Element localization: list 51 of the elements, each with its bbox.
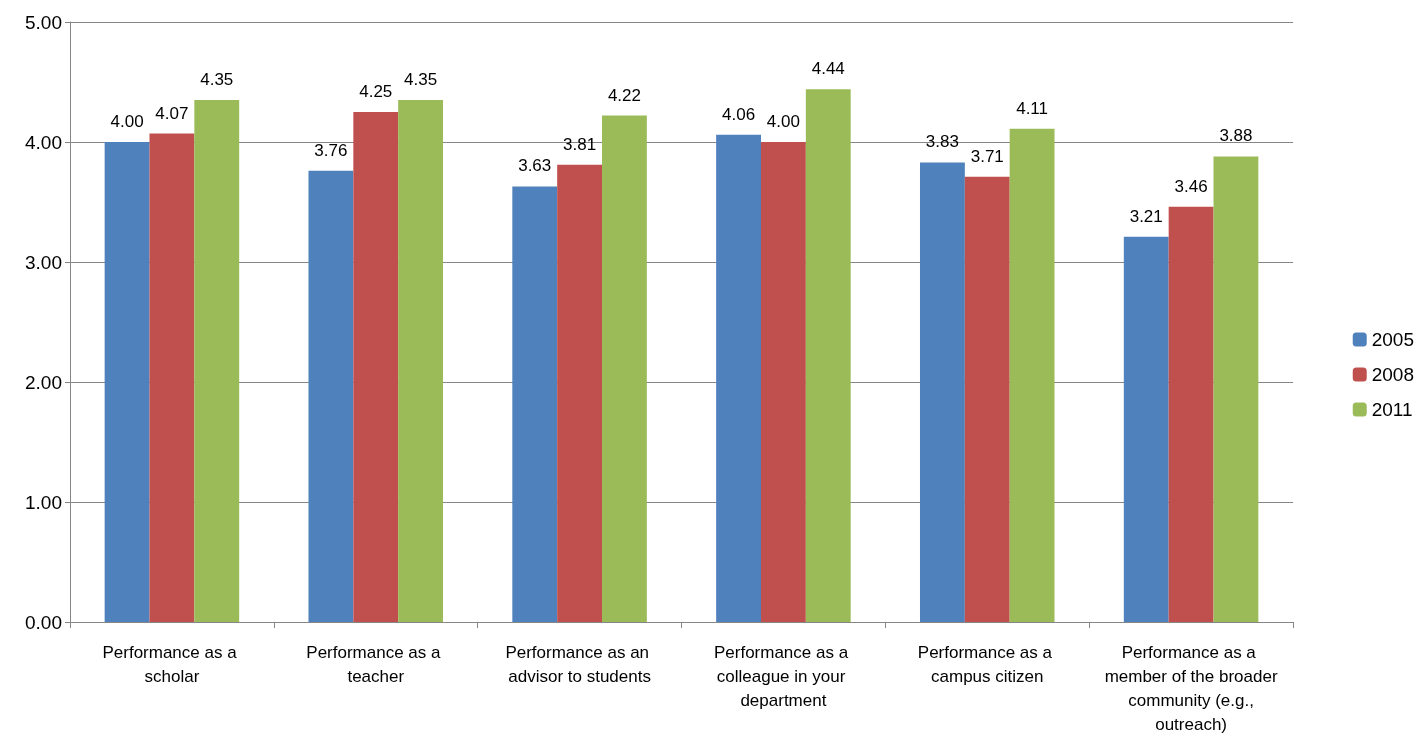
x-tick-label: Performance as a colleague in your department [713,642,853,710]
y-tick-label: 4.00 [25,131,62,153]
bar [602,115,647,622]
x-tick-label: Performance as a member of the broader community (e.g., outreach) [1104,642,1278,734]
bar [353,112,399,622]
data-label: 4.00 [110,112,144,131]
data-label: 4.06 [722,104,756,124]
y-tick-label: 5.00 [25,11,62,33]
bar [919,162,965,622]
bar [512,186,558,622]
bar [716,134,761,622]
data-label: 3.81 [563,134,597,154]
data-label: 4.44 [811,59,845,79]
y-tick-label: 0.00 [25,611,62,633]
bar [761,142,806,622]
bar [1009,128,1055,622]
y-tick-label: 3.00 [25,251,62,273]
data-label: 4.35 [404,70,438,89]
data-label: 3.46 [1174,176,1208,196]
data-label: 4.22 [607,85,641,105]
bar [104,142,150,622]
data-label: 4.11 [1016,98,1049,118]
data-label: 3.63 [518,156,552,176]
legend-label: 2008 [1371,364,1415,385]
y-tick-label: 2.00 [25,371,62,393]
data-label: 3.88 [1219,126,1253,146]
bar [149,133,195,622]
data-label: 4.25 [359,82,393,101]
bar [964,176,1010,622]
bar [194,100,240,622]
data-label: 4.07 [155,103,189,123]
legend-label: 2011 [1371,399,1413,420]
x-tick-label: Performance as a teacher [306,642,446,686]
bar [1213,156,1259,622]
bar [1123,236,1169,622]
x-tick-label: Performance as an advisor to students [505,642,654,686]
data-label: 3.76 [314,140,348,160]
data-label: 4.35 [200,70,234,89]
x-tick-label: Performance as a campus citizen [917,642,1057,686]
data-label: 4.00 [766,112,800,131]
y-tick-label: 1.00 [25,491,62,513]
data-label: 3.71 [970,146,1004,166]
data-label: 3.83 [925,132,959,152]
bar [308,170,354,622]
bar [557,164,603,622]
bar [805,89,851,622]
bar [398,100,444,622]
data-label: 3.21 [1129,206,1163,226]
bar [1168,206,1214,622]
x-tick-label: Performance as a scholar [102,642,242,686]
legend-label: 2005 [1371,329,1415,350]
